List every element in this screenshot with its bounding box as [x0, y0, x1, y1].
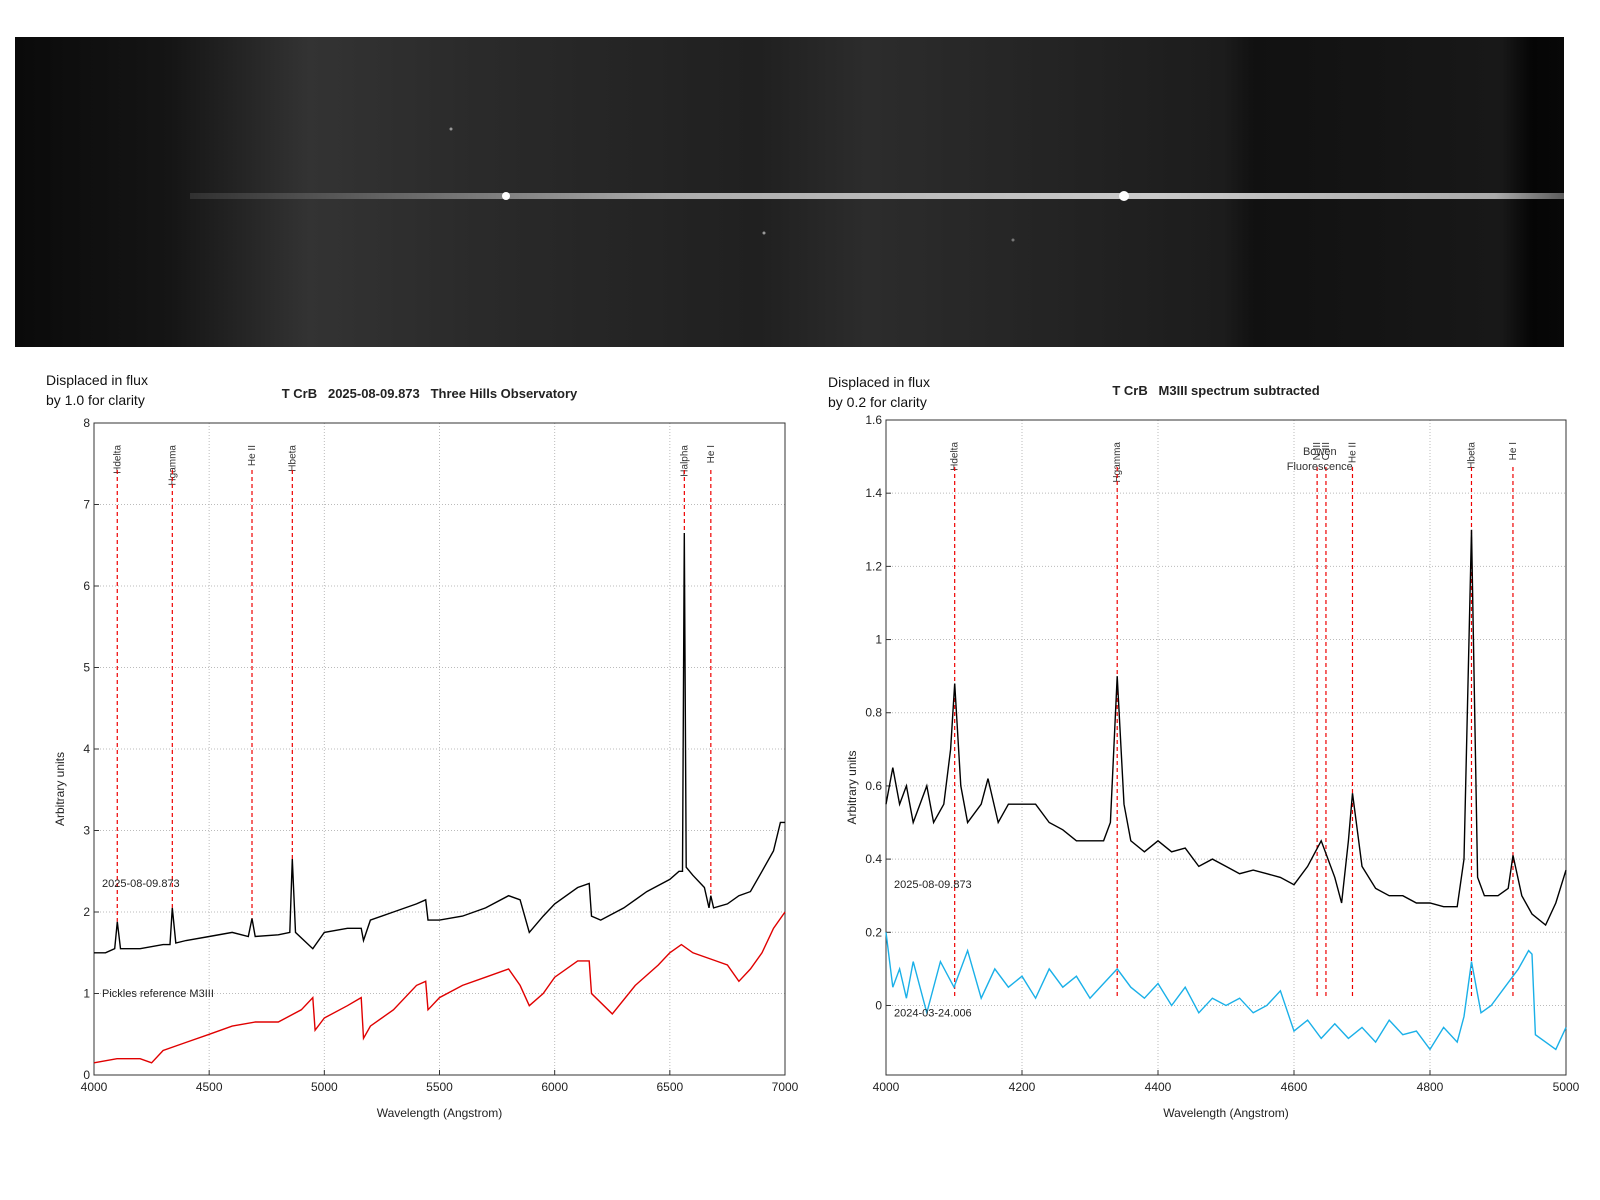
line-label: N III [1312, 442, 1323, 460]
x-tick-label: 4200 [1009, 1080, 1036, 1094]
y-axis-label: Arbitrary units [53, 752, 67, 826]
x-tick-label: 5500 [426, 1080, 453, 1094]
y-tick-label: 2 [83, 905, 90, 919]
x-tick-label: 4600 [1281, 1080, 1308, 1094]
y-tick-label: 1.6 [865, 413, 882, 427]
line-label: He I [706, 445, 717, 463]
x-axis-label: Wavelength (Angstrom) [377, 1106, 503, 1120]
chart-title: T CrB M3III spectrum subtracted [1112, 383, 1319, 398]
series-label: Pickles reference M3III [102, 988, 214, 1000]
x-tick-label: 4000 [81, 1080, 108, 1094]
y-tick-label: 8 [83, 416, 90, 430]
line-label: Hdelta [950, 442, 961, 471]
y-tick-label: 1 [83, 987, 90, 1001]
group-label: Fluorescence [1287, 461, 1353, 473]
note: by 0.2 for clarity [828, 394, 927, 410]
chart: 4000 4500 5000 5500 6000 6500 7000 0 1 2 3 4 5 6 7 8 T C… [46, 372, 799, 1120]
y-tick-label: 3 [83, 824, 90, 838]
note: Displaced in flux [828, 374, 930, 390]
y-tick-label: 0.6 [865, 779, 882, 793]
chart: 4000 4200 4400 4600 4800 5000 0 0.2 0.4 0.6 0.8 1 1.… [828, 374, 1580, 1120]
line-label: Hbeta [287, 445, 298, 472]
plot-frame [885, 419, 1567, 1076]
y-tick-label: 0 [83, 1068, 90, 1082]
x-tick-label: 4400 [1145, 1080, 1172, 1094]
line-label: C III [1321, 442, 1332, 460]
note: by 1.0 for clarity [46, 392, 145, 408]
y-tick-label: 6 [83, 579, 90, 593]
y-tick-label: 1.4 [865, 486, 882, 500]
x-tick-label: 4000 [873, 1080, 900, 1094]
line-label: Hgamma [167, 445, 178, 486]
y-tick-label: 1.2 [865, 559, 882, 573]
y-tick-label: 1 [875, 633, 882, 647]
y-tick-label: 0.8 [865, 706, 882, 720]
x-tick-label: 4800 [1417, 1080, 1444, 1094]
series-line [93, 911, 786, 1064]
line-label: Halpha [679, 445, 690, 477]
y-tick-label: 5 [83, 661, 90, 675]
series-label: 2024-03-24.006 [894, 1007, 972, 1019]
x-tick-label: 4500 [196, 1080, 223, 1094]
y-tick-label: 0.2 [865, 925, 882, 939]
line-label: Hgamma [1112, 442, 1123, 483]
y-axis-label: Arbitrary units [845, 750, 859, 824]
series-line [885, 932, 1567, 1051]
x-axis-label: Wavelength (Angstrom) [1163, 1106, 1289, 1120]
x-tick-label: 6500 [656, 1080, 683, 1094]
y-tick-label: 7 [83, 498, 90, 512]
note: Displaced in flux [46, 372, 148, 388]
group-label: Bowen [1303, 446, 1337, 458]
x-tick-label: 7000 [772, 1080, 799, 1094]
line-label: He II [1347, 442, 1358, 463]
x-tick-label: 6000 [541, 1080, 568, 1094]
chart-title: T CrB 2025-08-09.873 Three Hills Observa… [282, 386, 578, 401]
y-tick-label: 0 [875, 998, 882, 1012]
spectrum-image [15, 37, 1564, 347]
y-tick-label: 0.4 [865, 852, 882, 866]
series-label: 2025-08-09.873 [102, 878, 180, 890]
plot-frame [93, 422, 786, 1076]
series-line [885, 529, 1567, 927]
line-label: He I [1508, 442, 1519, 460]
line-label: Hbeta [1466, 442, 1477, 469]
x-tick-label: 5000 [1553, 1080, 1580, 1094]
line-label: Hdelta [112, 445, 123, 474]
x-tick-label: 5000 [311, 1080, 338, 1094]
series-line [94, 532, 785, 954]
series-label: 2025-08-09.873 [894, 879, 972, 891]
line-label: He II [247, 445, 258, 466]
y-tick-label: 4 [83, 742, 90, 756]
